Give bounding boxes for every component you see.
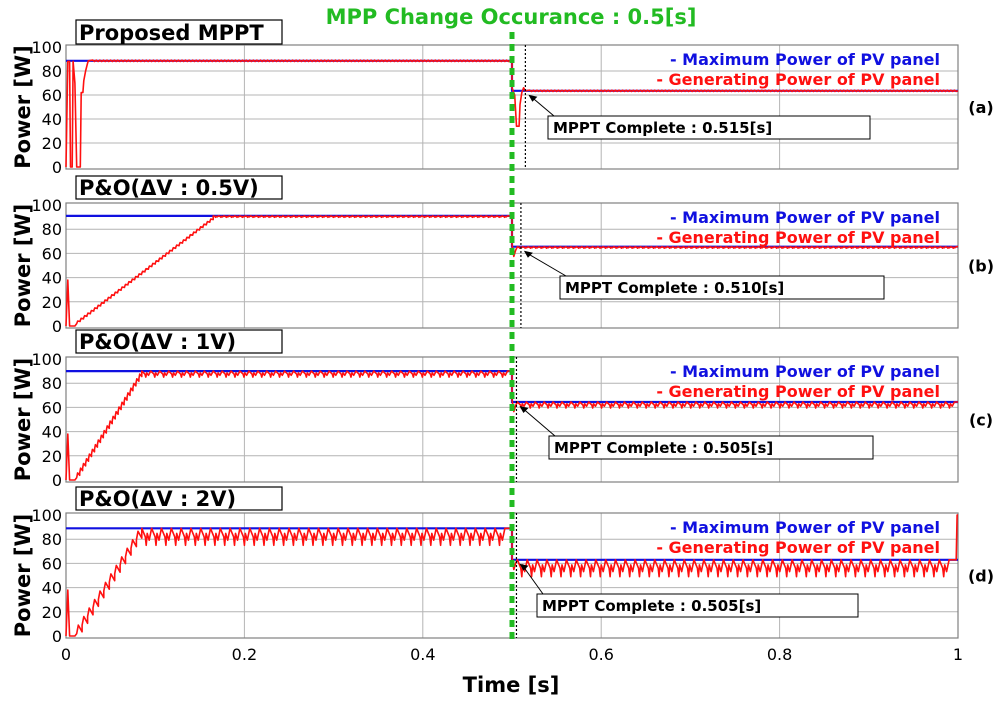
y-tick-label: 40 [42,269,62,288]
panel-label: (b) [968,257,994,276]
annotation-arrow [527,253,567,277]
x-axis-label: Time [s] [463,673,560,697]
legend-max-power: - Maximum Power of PV panel [670,362,940,381]
y-tick-label: 80 [42,374,62,393]
legend-max-power: - Maximum Power of PV panel [670,50,940,69]
x-tick-label: 0.8 [767,645,792,664]
overlay-layer: MPP Change Occurance : 0.5[s] [326,5,697,644]
panel-title: Proposed MPPT [79,21,264,45]
annotation-arrow [523,566,544,595]
y-tick-label: 60 [42,244,62,263]
mppt-complete-box [536,593,859,618]
legend: - Maximum Power of PV panel- Generating … [656,362,940,401]
y-axis-label: Power [W] [11,204,35,328]
y-tick-label: 0 [52,158,62,177]
annotation-arrowhead [519,563,529,571]
panel-label: (a) [968,98,993,117]
panels-layer: 100 80 60 40 20 0 Power [W] - Maximum Power of … [11,19,994,646]
legend: - Maximum Power of PV panel- Generating … [656,518,940,557]
y-tick-label: 20 [42,603,62,622]
y-tick-label: 40 [42,110,62,129]
annotation-arrow [523,408,556,437]
x-tick-label: 0 [61,645,71,664]
panel-title-box [75,329,283,354]
y-axis-label: Power [W] [11,45,35,169]
y-tick-label: 60 [42,86,62,105]
panel-title: P&O(ΔV : 1V) [79,330,236,354]
y-tick-label: 80 [42,530,62,549]
x-tick-label: 0.2 [232,645,257,664]
y-tick-label: 40 [42,423,62,442]
legend: - Maximum Power of PV panel- Generating … [656,208,940,247]
mppt-complete-box [559,275,885,300]
legend-max-power: - Maximum Power of PV panel [670,518,940,537]
y-tick-label: 0 [52,627,62,646]
mppt-complete-label: MPPT Complete : 0.505[s] [554,439,773,457]
y-tick-label: 100 [31,196,62,215]
mpp-change-annotation: MPP Change Occurance : 0.5[s] [326,5,697,29]
annotation-arrow [532,97,555,117]
panel-label: (d) [968,567,994,586]
panel-title-box [75,175,283,200]
y-tick-label: 100 [31,38,62,57]
panel-4: 100 80 60 40 20 0 Power [W] - Maximum Power of … [11,486,994,646]
legend-generating-power: - Generating Power of PV panel [656,538,940,557]
y-tick-label: 80 [42,220,62,239]
legend-max-power: - Maximum Power of PV panel [670,208,940,227]
y-tick-label: 20 [42,447,62,466]
x-tick-label: 1 [953,645,963,664]
y-tick-label: 20 [42,134,62,153]
mppt-complete-box [548,435,874,460]
panel-title: P&O(ΔV : 2V) [79,487,236,511]
y-axis-label: Power [W] [11,358,35,482]
legend-generating-power: - Generating Power of PV panel [656,70,940,89]
series-generating-power [65,370,958,481]
mppt-complete-box [547,115,871,140]
panel-title: P&O(ΔV : 0.5V) [79,176,259,200]
x-tick-label: 0.6 [588,645,613,664]
y-tick-label: 100 [31,350,62,369]
legend: - Maximum Power of PV panel- Generating … [656,50,940,89]
y-tick-label: 60 [42,554,62,573]
panel-title-box [75,19,283,45]
y-tick-label: 0 [52,471,62,490]
panel-label: (c) [969,411,993,430]
panel-2: 100 80 60 40 20 0 Power [W] - Maximum Power of … [11,175,994,336]
annotation-arrowhead [523,250,533,258]
y-tick-label: 60 [42,398,62,417]
legend-generating-power: - Generating Power of PV panel [656,382,940,401]
panel-title-box [75,486,283,511]
y-tick-label: 100 [31,506,62,525]
y-tick-label: 0 [52,317,62,336]
annotation-arrowhead [519,405,529,413]
mppt-complete-label: MPPT Complete : 0.510[s] [565,279,784,297]
mppt-complete-label: MPPT Complete : 0.505[s] [542,597,761,615]
panel-1: 100 80 60 40 20 0 Power [W] - Maximum Power of … [11,19,994,177]
panel-3: 100 80 60 40 20 0 Power [W] - Maximum Power of … [11,329,993,490]
y-tick-label: 40 [42,579,62,598]
x-axis: 0 0.2 0.4 0.6 0.8 1 Time [s] [61,645,963,697]
mppt-complete-label: MPPT Complete : 0.515[s] [553,119,772,137]
y-tick-label: 20 [42,293,62,312]
y-tick-label: 80 [42,62,62,81]
x-tick-label: 0.4 [410,645,435,664]
annotation-arrowhead [528,94,538,102]
y-axis-label: Power [W] [11,514,35,638]
legend-generating-power: - Generating Power of PV panel [656,228,940,247]
